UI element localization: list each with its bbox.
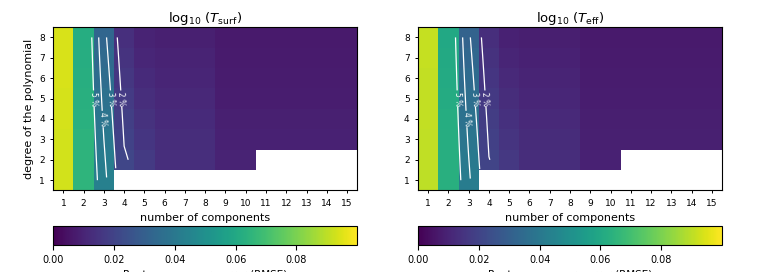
X-axis label: Root mean square error (RMSE): Root mean square error (RMSE) <box>123 270 287 272</box>
Text: 3 %: 3 % <box>470 91 480 106</box>
Text: 2 %: 2 % <box>480 91 490 106</box>
Text: 4 %: 4 % <box>461 112 471 126</box>
Title: $\mathrm{log}_{10}$ ($T_\mathrm{surf}$): $\mathrm{log}_{10}$ ($T_\mathrm{surf}$) <box>168 10 242 27</box>
X-axis label: number of components: number of components <box>505 213 635 223</box>
X-axis label: number of components: number of components <box>140 213 271 223</box>
Text: 2 %: 2 % <box>116 91 126 106</box>
Text: 5 %: 5 % <box>89 91 99 106</box>
Y-axis label: degree of the polynomial: degree of the polynomial <box>24 39 33 179</box>
Text: 4 %: 4 % <box>98 112 108 126</box>
X-axis label: Root mean square error (RMSE): Root mean square error (RMSE) <box>488 270 652 272</box>
Text: 3 %: 3 % <box>106 91 116 106</box>
Title: $\mathrm{log}_{10}$ ($T_\mathrm{eff}$): $\mathrm{log}_{10}$ ($T_\mathrm{eff}$) <box>536 10 604 27</box>
Text: 5 %: 5 % <box>453 91 462 106</box>
